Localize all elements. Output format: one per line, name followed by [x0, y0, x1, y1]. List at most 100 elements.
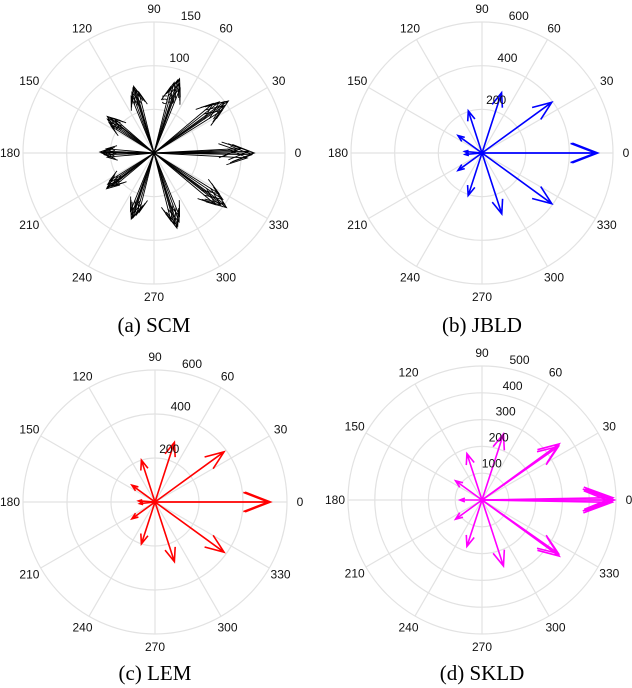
compass-arrow — [482, 142, 598, 164]
subfigure-caption: (b) JBLD — [442, 313, 522, 337]
angle-tick-label: 300 — [216, 271, 236, 285]
compass-arrow — [481, 489, 615, 514]
compass-arrow — [130, 152, 155, 221]
angle-tick-label: 60 — [547, 21, 561, 35]
angle-tick-label: 210 — [345, 567, 365, 581]
compass-arrow — [481, 152, 504, 216]
angle-tick-label: 150 — [347, 74, 367, 88]
radial-tick-label: 400 — [503, 379, 523, 393]
angle-tick-label: 0 — [295, 146, 302, 160]
compass-arrow — [153, 152, 228, 209]
compass-arrow — [130, 95, 155, 154]
compass-arrow — [153, 152, 221, 195]
compass-arrow — [465, 451, 483, 501]
radial-tick-label: 200 — [486, 93, 506, 107]
angle-tick-label: 60 — [221, 369, 235, 383]
angle-tick-label: 330 — [271, 568, 291, 582]
subfigure-caption: (c) LEM — [119, 661, 192, 685]
compass-arrow — [481, 486, 615, 511]
radial-tick-label: 150 — [181, 9, 201, 23]
compass-arrow — [154, 501, 226, 554]
compass-arrow — [153, 143, 239, 159]
angle-tick-label: 270 — [472, 640, 492, 654]
angle-tick-label: 330 — [599, 567, 619, 581]
angle-tick-label: 240 — [400, 271, 420, 285]
angle-tick-label: 300 — [217, 621, 237, 635]
angle-tick-label: 300 — [545, 620, 565, 634]
angle-tick-label: 60 — [219, 21, 233, 35]
compass-arrow — [153, 102, 214, 154]
angle-tick-label: 270 — [472, 290, 492, 304]
compass-arrow — [456, 152, 483, 172]
compass-arrow — [466, 152, 483, 198]
compass-arrow — [105, 152, 155, 190]
angle-tick-label: 90 — [148, 350, 162, 364]
compass-arrow — [481, 101, 554, 154]
angle-tick-label: 60 — [549, 366, 563, 380]
angle-tick-label: 0 — [297, 495, 304, 509]
angle-tick-label: 240 — [398, 620, 418, 634]
compass-arrow — [140, 501, 156, 546]
radial-tick-label: 100 — [169, 51, 189, 65]
compass-arrow — [153, 152, 179, 230]
compass-arrow — [131, 84, 155, 154]
compass-arrow — [154, 440, 176, 503]
radial-tick-label: 600 — [182, 357, 202, 371]
compass-arrow — [456, 134, 483, 154]
angle-tick-label: 180 — [0, 495, 20, 509]
compass-arrow — [462, 151, 483, 157]
angle-tick-label: 210 — [19, 218, 39, 232]
compass-arrow — [130, 501, 156, 521]
radial-tick-label: 500 — [510, 353, 530, 367]
compass-arrow — [153, 152, 180, 218]
angle-tick-label: 150 — [19, 423, 39, 437]
angle-tick-label: 240 — [72, 271, 92, 285]
compass-plot-4: 0 30 60 90 120 150 180 210 240 270 300 330 100 200 300… — [325, 346, 632, 685]
compass-plot-2: 0 30 60 90 120 150 180 210 240 270 300 330 200 400 600… — [328, 2, 630, 337]
angle-tick-label: 270 — [145, 640, 165, 654]
compass-arrow — [153, 77, 181, 154]
angle-tick-label: 150 — [19, 74, 39, 88]
compass-arrow — [481, 445, 561, 501]
angle-tick-label: 240 — [72, 621, 92, 635]
angle-tick-label: 90 — [147, 2, 161, 16]
radial-tick-label: 200 — [159, 442, 179, 456]
angle-tick-label: 270 — [144, 290, 164, 304]
angle-tick-label: 0 — [623, 146, 630, 160]
angle-tick-label: 120 — [400, 21, 420, 35]
compass-arrow — [136, 152, 155, 214]
angle-tick-label: 30 — [600, 74, 614, 88]
angle-tick-label: 0 — [626, 493, 632, 507]
compass-plot-3: 0 30 60 90 120 150 180 210 240 270 300 330 200 400 600… — [0, 350, 304, 685]
angle-tick-label: 210 — [347, 218, 367, 232]
angle-tick-label: 90 — [475, 2, 489, 16]
compass-arrow — [481, 499, 506, 569]
angle-tick-label: 120 — [398, 366, 418, 380]
angle-tick-label: 180 — [325, 493, 345, 507]
compass-plot-1: 0 30 60 90 120 150 180 210 240 270 300 330 50 100 150 (… — [0, 2, 302, 337]
radial-tick-label: 400 — [171, 399, 191, 413]
compass-arrow — [481, 90, 504, 154]
angle-tick-label: 120 — [72, 21, 92, 35]
compass-arrow — [153, 85, 173, 154]
compass-arrow — [481, 499, 561, 555]
angle-tick-label: 180 — [0, 146, 20, 160]
compass-arrow — [154, 501, 176, 564]
compass-arrow — [105, 151, 155, 161]
compass-arrow — [154, 450, 226, 503]
angle-tick-label: 120 — [72, 369, 92, 383]
radial-tick-label: 50 — [161, 93, 175, 107]
radial-tick-label: 600 — [509, 9, 529, 23]
angle-tick-label: 210 — [19, 568, 39, 582]
compass-arrow — [155, 491, 271, 513]
compass-arrow — [465, 499, 483, 549]
angle-tick-label: 180 — [328, 146, 348, 160]
compass-arrow — [98, 147, 155, 158]
compass-arrow — [106, 115, 155, 154]
compass-arrow — [481, 431, 506, 501]
radial-tick-label: 300 — [496, 405, 516, 419]
compass-arrow — [109, 125, 155, 154]
angle-tick-label: 300 — [544, 271, 564, 285]
compass-arrow — [137, 501, 156, 506]
